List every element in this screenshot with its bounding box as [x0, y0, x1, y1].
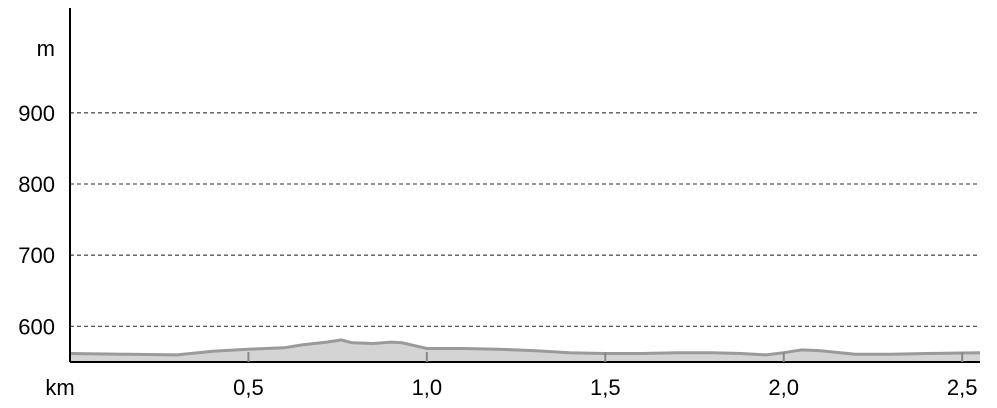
axes [69, 8, 980, 363]
x-tick-label-2,5: 2,5 [947, 375, 978, 400]
y-tick-label-600: 600 [18, 314, 55, 339]
grid-lines [70, 112, 980, 328]
x-tick-label-1,5: 1,5 [590, 375, 621, 400]
elevation-line [69, 338, 981, 357]
x-axis-unit-label: km [45, 375, 74, 400]
x-tick-label-2,0: 2,0 [768, 375, 799, 400]
y-tick-label-900: 900 [18, 101, 55, 126]
x-tick-label-1,0: 1,0 [412, 375, 443, 400]
y-axis-unit-label: m [37, 36, 55, 61]
tick-labels: 600 700 800 900 0,5 1,0 1,5 2,0 2,5 [18, 101, 977, 400]
x-tick-label-0,5: 0,5 [233, 375, 264, 400]
elevation-area [69, 338, 981, 362]
y-tick-label-700: 700 [18, 243, 55, 268]
y-tick-label-800: 800 [18, 172, 55, 197]
